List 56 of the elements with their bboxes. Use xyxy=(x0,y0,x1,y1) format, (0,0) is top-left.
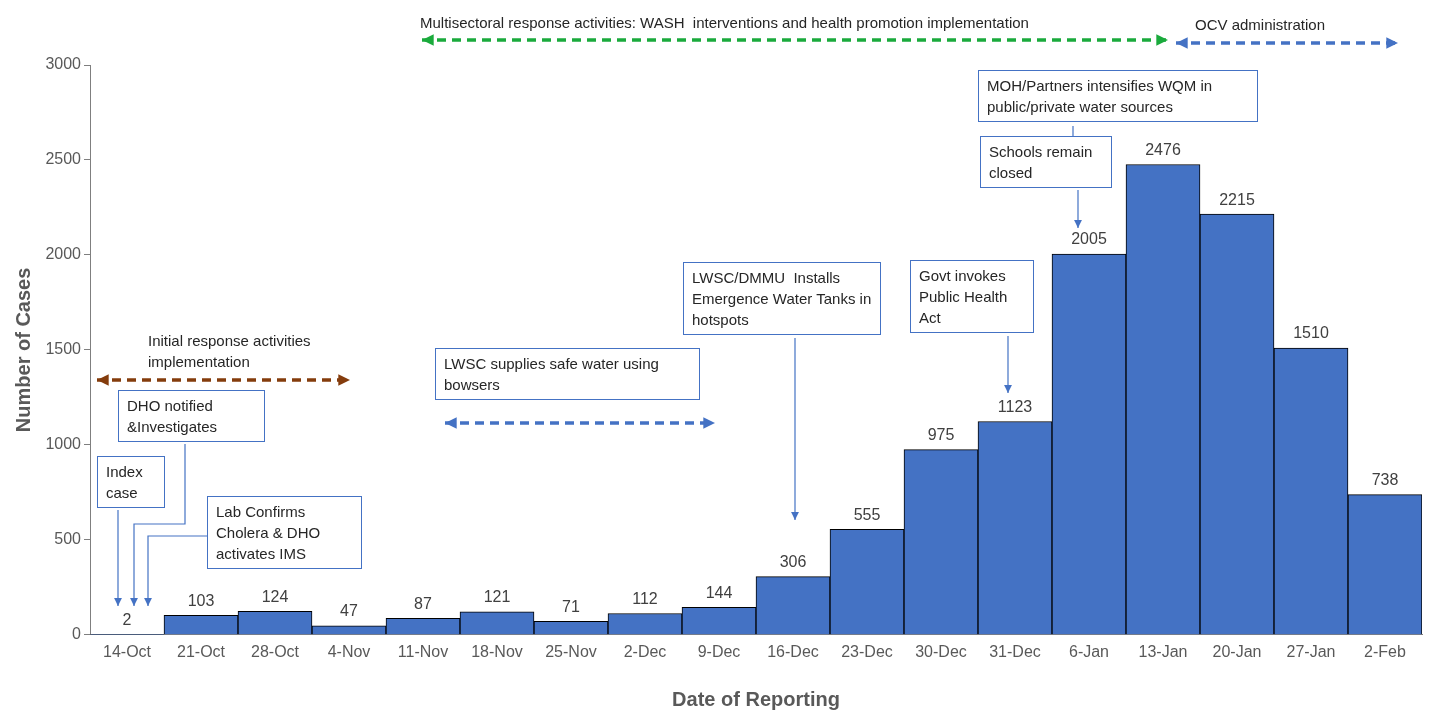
text: OCV administration xyxy=(1195,15,1327,35)
x-tick-label: 23-Dec xyxy=(841,642,893,660)
x-tick-label: 27-Jan xyxy=(1286,642,1336,660)
x-tick-label: 2-Feb xyxy=(1364,642,1406,660)
data-label: 2 xyxy=(122,610,132,628)
annotation: Schools remain closed xyxy=(980,136,1112,188)
data-label: 555 xyxy=(853,505,881,523)
annotation: DHO notified &Investigates xyxy=(118,390,265,442)
text: Multisectoral response activities: WASH interventions and health promotion implementation xyxy=(420,14,1029,31)
annotation: Lab Confirms Cholera & DHO activates IMS xyxy=(207,496,362,569)
y-tick-label: 500 xyxy=(54,530,82,548)
x-tick-label: 2-Dec xyxy=(623,642,667,660)
annotation: Initial response activities implementation xyxy=(148,331,312,372)
annotation: LWSC/DMMU Installs Emergence Water Tanks in hotspots xyxy=(683,262,881,335)
x-tick-label: 30-Dec xyxy=(915,642,967,660)
x-tick-label: 25-Nov xyxy=(545,642,597,660)
x-tick-label: 4-Nov xyxy=(327,642,371,660)
x-tick-label: 13-Jan xyxy=(1138,642,1188,660)
x-tick-label: 9-Dec xyxy=(697,642,741,660)
data-label: 1510 xyxy=(1293,324,1329,342)
data-label: 103 xyxy=(187,591,215,609)
data-label: 1123 xyxy=(997,397,1033,415)
x-tick-label: 6-Jan xyxy=(1068,642,1110,660)
y-tick-label: 3000 xyxy=(45,55,82,73)
data-label: 112 xyxy=(632,589,658,607)
data-label: 738 xyxy=(1371,471,1399,489)
data-label: 975 xyxy=(927,426,955,444)
data-label: 2476 xyxy=(1145,140,1181,158)
annotation: Index case xyxy=(97,456,165,508)
x-tick-label: 11-Nov xyxy=(397,642,449,660)
x-tick-label: 18-Nov xyxy=(471,642,523,660)
data-label: 306 xyxy=(779,553,807,571)
y-tick-label: 1000 xyxy=(45,435,82,453)
data-label: 47 xyxy=(340,602,358,620)
annotation: MOH/Partners intensifies WQM in public/private water sources xyxy=(978,70,1258,122)
y-tick-label: 0 xyxy=(72,625,82,643)
data-label: 2215 xyxy=(1219,190,1255,208)
y-tick-label: 2500 xyxy=(45,150,82,168)
x-tick-label: 31-Dec xyxy=(989,642,1041,660)
y-tick-label: 2000 xyxy=(45,245,82,263)
data-label: 2005 xyxy=(1071,230,1107,248)
y-tick-label: 1500 xyxy=(45,340,82,358)
x-tick-label: 28-Oct xyxy=(250,642,300,660)
data-label: 87 xyxy=(414,594,432,612)
y-axis-title: Number of Cases xyxy=(11,267,34,433)
data-label: 124 xyxy=(261,587,289,605)
data-label: 71 xyxy=(562,597,580,615)
data-label: 121 xyxy=(483,588,511,606)
annotation: Govt invokes Public Health Act xyxy=(910,260,1034,333)
annotation: LWSC supplies safe water using bowsers xyxy=(435,348,700,400)
x-tick-label: 21-Oct xyxy=(176,642,226,660)
x-tick-label: 16-Dec xyxy=(767,642,819,660)
x-tick-label: 14-Oct xyxy=(102,642,152,660)
x-tick-label: 20-Jan xyxy=(1212,642,1262,660)
data-label: 144 xyxy=(705,583,733,601)
x-axis-title: Date of Reporting xyxy=(672,687,840,710)
